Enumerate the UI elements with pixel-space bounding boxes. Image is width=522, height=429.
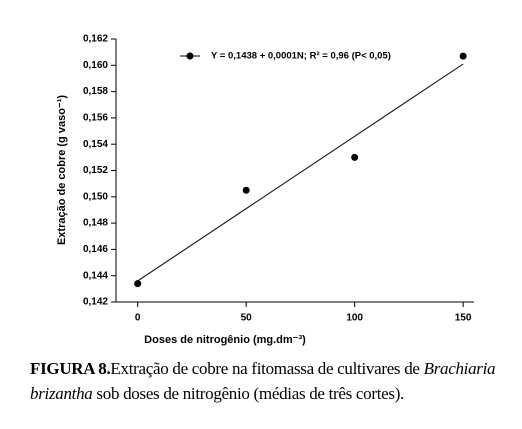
caption-label: FIGURA 8. <box>30 359 111 378</box>
x-axis-title: Doses de nitrogênio (mg.dm⁻³) <box>144 334 306 346</box>
y-tick-label: 0,142 <box>83 297 108 308</box>
y-axis-title: Extração de cobre (g vaso⁻¹) <box>56 95 68 245</box>
point <box>351 153 359 161</box>
chart: Doses de nitrogênio (mg.dm⁻³) Extração d… <box>56 34 474 346</box>
point <box>459 52 467 60</box>
y-tick-label: 0,146 <box>83 244 108 255</box>
caption-text: Extração de cobre na fitomassa de cultiv… <box>110 359 424 378</box>
caption: FIGURA 8.Extração de cobre na fitomassa … <box>30 356 508 406</box>
trendline <box>137 63 464 282</box>
x-tick-label: 150 <box>455 313 472 324</box>
y-tick-label: 0,156 <box>83 113 108 124</box>
y-tick-label: 0,152 <box>83 165 108 176</box>
y-tick-label: 0,160 <box>83 60 108 71</box>
x-tick-label: 100 <box>346 313 363 324</box>
y-tick-label: 0,148 <box>83 218 108 229</box>
y-tick-label: 0,154 <box>83 139 108 150</box>
y-tick-label: 0,150 <box>83 191 108 202</box>
legend-marker <box>186 52 194 60</box>
y-tick-label: 0,162 <box>83 34 108 45</box>
x-tick-label: 50 <box>241 313 253 324</box>
x-tick-label: 0 <box>135 313 141 324</box>
caption-species: Brachiaria brizantha <box>30 359 496 403</box>
y-tick-label: 0,144 <box>83 270 108 281</box>
caption-rest: sob doses de nitrogênio (médias de três … <box>92 384 405 403</box>
point <box>242 186 250 194</box>
y-tick-label: 0,158 <box>83 86 108 97</box>
point <box>134 280 142 288</box>
legend-label: Y = 0,1438 + 0,0001N; R² = 0,96 (P< 0,05… <box>211 51 391 62</box>
